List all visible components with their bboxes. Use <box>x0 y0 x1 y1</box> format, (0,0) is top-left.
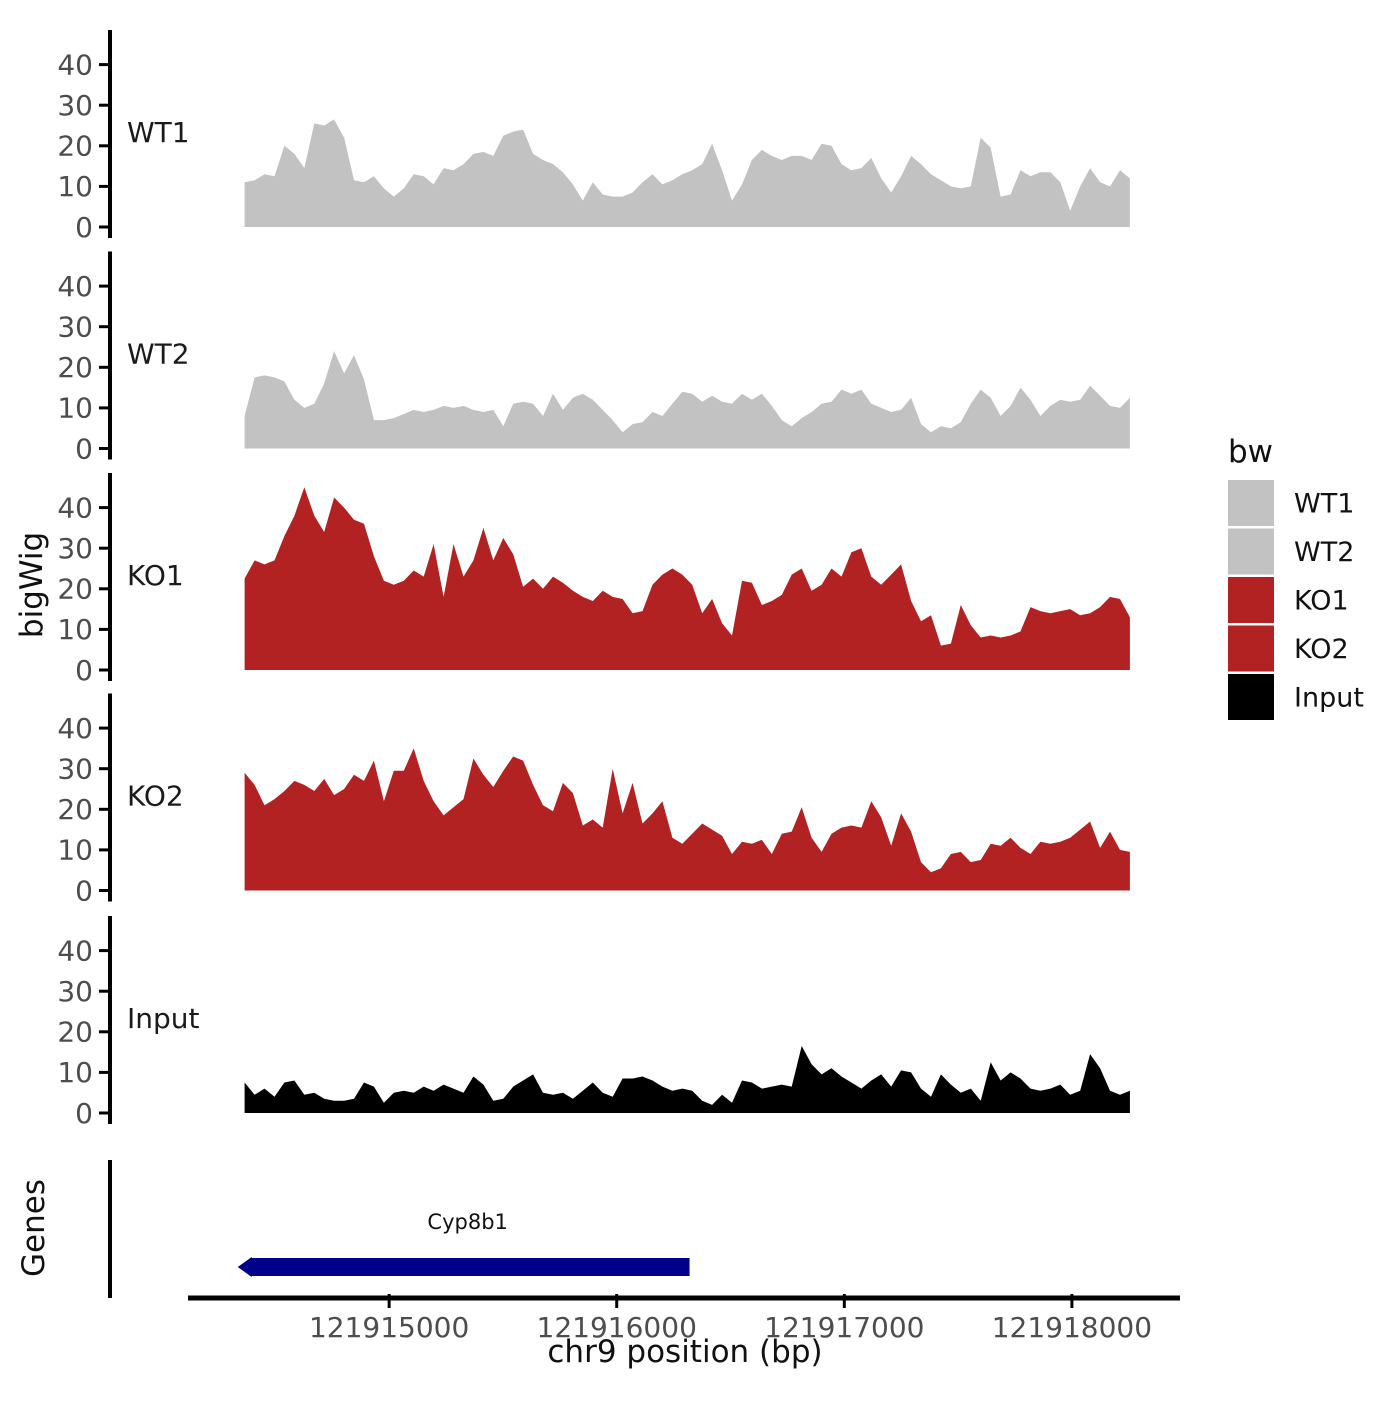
x-tick-label: 121918000 <box>992 1311 1152 1344</box>
track-label-WT1: WT1 <box>127 116 190 149</box>
y-tick-label: 40 <box>57 934 93 967</box>
y-tick-label: 0 <box>75 432 93 465</box>
legend-item-label: KO1 <box>1294 585 1349 616</box>
track-label-KO1: KO1 <box>127 559 184 592</box>
track-WT1: 0 10 20 30 40 WT1 <box>57 30 1130 244</box>
coverage-area-WT2 <box>244 351 1130 449</box>
x-tick-label: 121917000 <box>764 1311 924 1344</box>
track-KO1: 0 10 20 30 40 KO1 <box>57 473 1130 687</box>
gene-body-bar <box>249 1258 690 1276</box>
coverage-area-KO2 <box>244 748 1130 891</box>
y-tick-label: 40 <box>57 712 93 745</box>
y-tick-label: 20 <box>57 793 93 826</box>
y-axis-title: bigWig <box>14 532 50 638</box>
track-label-KO2: KO2 <box>127 779 184 812</box>
legend-swatch-WT2 <box>1228 528 1274 575</box>
y-tick-label: 40 <box>57 491 93 524</box>
x-tick-label: 121915000 <box>309 1311 469 1344</box>
y-tick-label: 0 <box>75 654 93 687</box>
x-axis-title: chr9 position (bp) <box>547 1334 822 1370</box>
track-label-Input: Input <box>127 1002 200 1035</box>
legend: WT1 WT2 KO1 KO2 Input <box>1228 480 1364 720</box>
gene-strand-arrow-icon <box>237 1257 252 1277</box>
y-tick-label: 0 <box>75 211 93 244</box>
track-WT2: 0 10 20 30 40 WT2 <box>57 251 1130 465</box>
legend-item-Input: Input <box>1228 674 1364 720</box>
genes-axis-title: Genes <box>16 1179 52 1277</box>
x-axis: 121915000 121916000 121917000 121918000 <box>188 1294 1180 1344</box>
tracks-layer: 0 10 20 30 40 WT1 0 10 20 30 40 WT2 0 10 20 30 40 KO1 0 10 2… <box>57 30 1130 1130</box>
y-tick-label: 30 <box>57 311 93 344</box>
track-KO2: 0 10 20 30 40 KO2 <box>57 693 1130 907</box>
legend-swatch-KO2 <box>1228 625 1274 672</box>
legend-item-label: WT1 <box>1294 488 1354 519</box>
y-tick-label: 40 <box>57 270 93 303</box>
y-tick-label: 10 <box>57 1056 93 1089</box>
gene-label: Cyp8b1 <box>427 1210 507 1234</box>
legend-swatch-WT1 <box>1228 480 1274 526</box>
genes-track: Cyp8b1 <box>108 1160 690 1298</box>
y-tick-label: 10 <box>57 834 93 867</box>
y-tick-label: 30 <box>57 532 93 565</box>
y-tick-label: 20 <box>57 573 93 606</box>
y-tick-label: 20 <box>57 351 93 384</box>
legend-item-KO2: KO2 <box>1228 625 1349 672</box>
legend-item-label: Input <box>1294 682 1364 713</box>
coverage-area-KO1 <box>244 487 1130 670</box>
x-tick-label: 121916000 <box>537 1311 697 1344</box>
y-tick-label: 10 <box>57 613 93 646</box>
y-tick-label: 10 <box>57 392 93 425</box>
legend-item-WT2: WT2 <box>1228 528 1354 575</box>
y-tick-label: 30 <box>57 975 93 1008</box>
legend-swatch-KO1 <box>1228 577 1274 623</box>
legend-title: bw <box>1228 434 1273 470</box>
legend-item-label: WT2 <box>1294 537 1354 568</box>
coverage-area-Input <box>244 1046 1130 1113</box>
track-Input: 0 10 20 30 40 Input <box>57 916 1130 1130</box>
y-tick-label: 30 <box>57 753 93 786</box>
y-tick-label: 0 <box>75 874 93 907</box>
y-tick-label: 20 <box>57 130 93 163</box>
legend-swatch-Input <box>1228 674 1274 720</box>
coverage-area-WT1 <box>244 119 1130 227</box>
y-tick-label: 40 <box>57 48 93 81</box>
y-tick-label: 30 <box>57 89 93 122</box>
legend-item-KO1: KO1 <box>1228 577 1349 623</box>
legend-item-label: KO2 <box>1294 634 1349 665</box>
y-tick-label: 0 <box>75 1097 93 1130</box>
y-tick-label: 20 <box>57 1016 93 1049</box>
y-tick-label: 10 <box>57 170 93 203</box>
track-label-WT2: WT2 <box>127 337 190 370</box>
legend-item-WT1: WT1 <box>1228 480 1354 526</box>
